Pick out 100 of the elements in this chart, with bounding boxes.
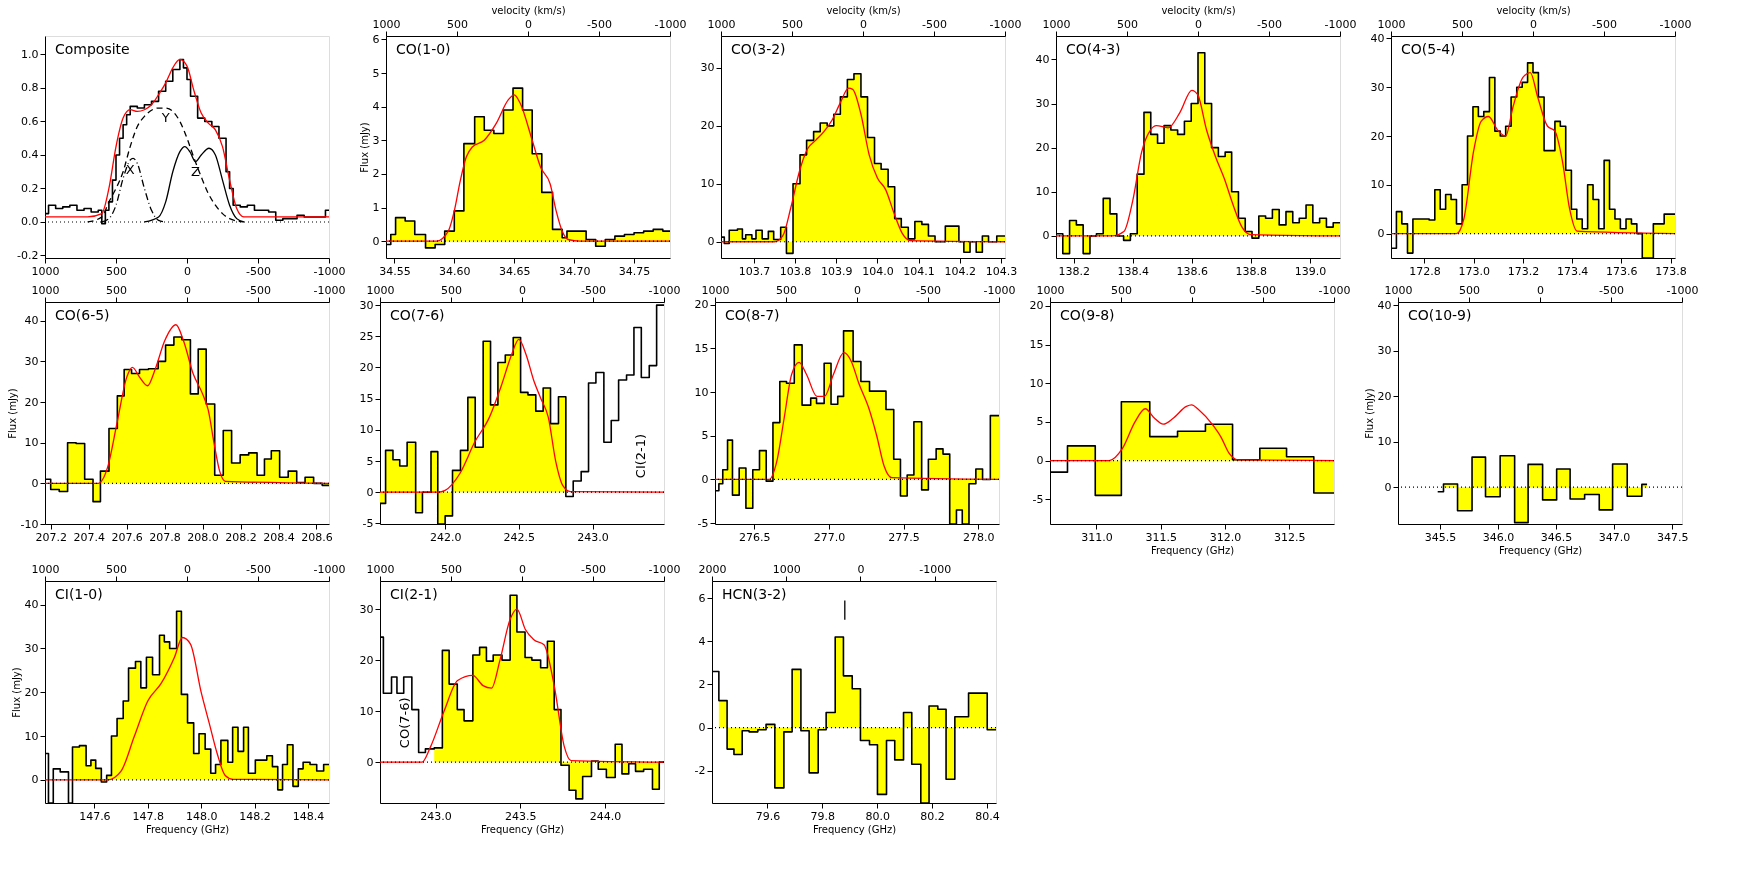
y-tick-label: 0 <box>31 773 39 787</box>
x2-tick-label: 500 <box>776 283 797 297</box>
x2-tick-label: -1000 <box>313 283 346 297</box>
x-axis-title: Frequency (GHz) <box>812 823 897 835</box>
x2-tick-label: 0 <box>1189 283 1196 297</box>
y-tick-label: 0 <box>366 755 374 769</box>
chart-title: Composite <box>55 41 130 57</box>
x-tick-label: 312.5 <box>1274 530 1306 544</box>
chart-title: CO(3-2) <box>731 41 786 57</box>
x-tick-label: 207.4 <box>73 530 105 544</box>
x2-tick-label: -1000 <box>1318 283 1351 297</box>
x2-tick-label: 2000 <box>698 562 727 576</box>
x2-tick-label: -1000 <box>919 562 952 576</box>
x-tick-label: 173.4 <box>1556 264 1589 278</box>
y-tick-label: 20 <box>359 360 374 374</box>
x2-tick-label: -500 <box>581 283 606 297</box>
x-tick-label: 346.0 <box>1482 530 1515 544</box>
y-tick-label: 0 <box>698 721 706 735</box>
annotation: Z <box>191 163 201 179</box>
x2-tick-label: -500 <box>1251 283 1276 297</box>
y-tick-label: 30 <box>24 641 39 655</box>
x2-tick-label: -500 <box>246 283 271 297</box>
y-tick-label: 0.2 <box>21 181 39 195</box>
x-tick-label: 148.0 <box>185 809 218 823</box>
y-tick-label: 30 <box>359 298 374 312</box>
x2-axis-title: velocity (km/s) <box>491 4 566 16</box>
x-tick-label: 500 <box>106 264 127 278</box>
x-tick-label: 172.8 <box>1409 264 1441 278</box>
x2-tick-label: 1000 <box>707 17 736 31</box>
x2-tick-label: -500 <box>1257 17 1282 31</box>
y-tick-label: 20 <box>24 685 39 699</box>
x-tick-label: 311.5 <box>1145 530 1177 544</box>
x-tick-label: 208.2 <box>225 530 257 544</box>
y-tick-label: 10 <box>359 704 374 718</box>
x2-tick-label: 0 <box>519 283 526 297</box>
x2-tick-label: 500 <box>782 17 803 31</box>
x-tick-label: 138.4 <box>1117 264 1150 278</box>
y-tick-label: -5 <box>697 516 709 530</box>
chart-title: CO(4-3) <box>1066 41 1121 57</box>
chart-title: HCN(3-2) <box>722 586 787 602</box>
y-tick-label: 3 <box>372 133 380 147</box>
y-tick-label: 0.0 <box>21 215 39 229</box>
x-tick-label: 103.8 <box>779 264 812 278</box>
x2-tick-label: 1000 <box>366 283 395 297</box>
y-tick-label: 2 <box>698 677 706 691</box>
x2-tick-label: -1000 <box>989 17 1022 31</box>
y-tick-label: 10 <box>1370 178 1385 192</box>
x-tick-label: 173.8 <box>1655 264 1687 278</box>
x2-tick-label: 1000 <box>1384 283 1413 297</box>
annotation: Y <box>160 110 170 126</box>
x-tick-label: -500 <box>246 264 271 278</box>
chart-title: CO(6-5) <box>55 307 110 323</box>
x-tick-label: 104.1 <box>903 264 935 278</box>
y-tick-label: 40 <box>24 598 39 612</box>
x-tick-label: 242.0 <box>429 530 462 544</box>
x2-tick-label: 1000 <box>366 562 395 576</box>
x2-tick-label: 500 <box>1459 283 1480 297</box>
y-tick-label: -10 <box>20 517 39 531</box>
line-series <box>379 608 665 763</box>
y-tick-label: 30 <box>1035 97 1050 111</box>
y-tick-label: 0 <box>1377 227 1385 241</box>
x-tick-label: 34.55 <box>379 264 411 278</box>
x2-tick-label: 500 <box>1117 17 1138 31</box>
y-tick-label: 20 <box>1035 141 1050 155</box>
x2-tick-label: 0 <box>1537 283 1544 297</box>
x2-tick-label: 0 <box>1530 17 1537 31</box>
x2-tick-label: 0 <box>184 283 191 297</box>
x2-tick-label: -500 <box>922 17 947 31</box>
y-tick-label: 10 <box>1377 435 1392 449</box>
x-tick-label: 139.0 <box>1294 264 1327 278</box>
x-tick-label: -1000 <box>313 264 346 278</box>
y-tick-label: 5 <box>372 66 380 80</box>
y-tick-label: 0 <box>707 235 715 249</box>
y-axis-title: Flux (mJy) <box>1363 388 1375 439</box>
x2-tick-label: -500 <box>916 283 941 297</box>
x-tick-label: 173.0 <box>1458 264 1490 278</box>
x-tick-label: 104.0 <box>862 264 894 278</box>
x2-tick-label: 0 <box>184 562 191 576</box>
y-tick-label: 15 <box>359 392 374 406</box>
x2-tick-label: -1000 <box>1666 283 1699 297</box>
x-tick-label: 276.5 <box>739 530 771 544</box>
y-tick-label: 0 <box>1036 454 1044 468</box>
y-tick-label: 5 <box>1036 415 1044 429</box>
x-tick-label: 347.5 <box>1656 530 1689 544</box>
chart-title: CO(9-8) <box>1060 307 1115 323</box>
x2-tick-label: 500 <box>1452 17 1473 31</box>
y-tick-label: 30 <box>1377 344 1392 358</box>
x-tick-label: 148.4 <box>292 809 325 823</box>
y-tick-label: 20 <box>359 653 374 667</box>
y-tick-label: 0 <box>366 485 374 499</box>
line-series <box>44 324 330 484</box>
y-tick-label: 30 <box>359 602 374 616</box>
y-tick-label: 1 <box>372 201 380 215</box>
y-tick-label: 10 <box>359 423 374 437</box>
y-tick-label: 1.0 <box>21 47 39 61</box>
x-tick-label: 243.5 <box>505 809 537 823</box>
x-tick-label: 80.4 <box>975 809 1000 823</box>
x-tick-label: 1000 <box>31 264 60 278</box>
x2-tick-label: -1000 <box>654 17 687 31</box>
x2-tick-label: 500 <box>106 283 127 297</box>
